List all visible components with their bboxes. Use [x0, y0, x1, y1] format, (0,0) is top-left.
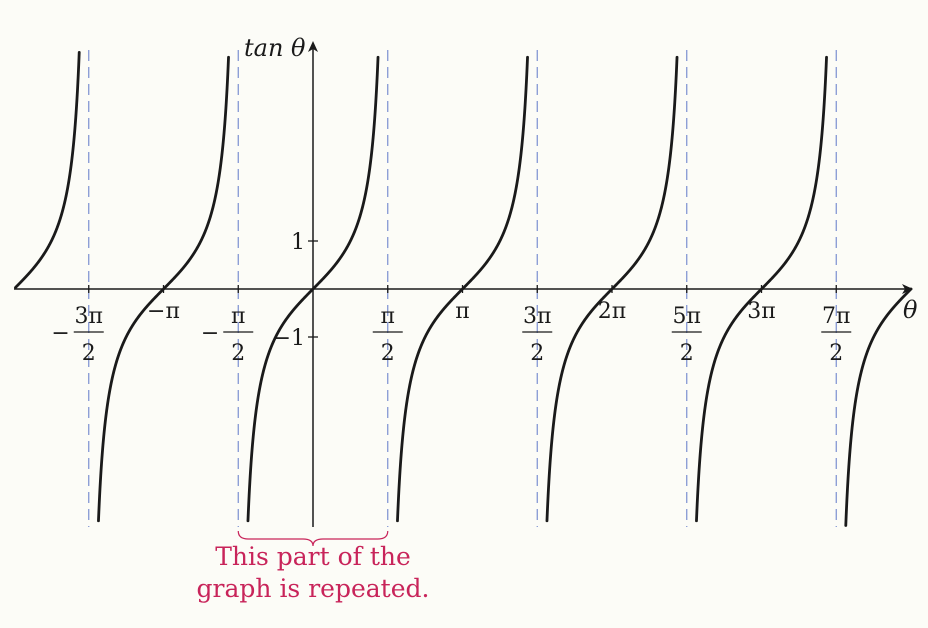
- x-tick-label-3: π2: [372, 304, 403, 366]
- x-tick-denominator: 2: [231, 341, 245, 366]
- x-tick-sign: −: [201, 321, 219, 346]
- x-tick-label-6: 2π: [598, 299, 626, 324]
- x-tick-denominator: 2: [530, 341, 544, 366]
- axis-labels: tan θ θ: [244, 34, 918, 324]
- x-tick-numerator: 5π: [673, 304, 701, 329]
- y-axis-label: tan θ: [244, 34, 306, 62]
- x-tick-label-4: π: [455, 299, 469, 324]
- x-tick-label-9: 7π2: [821, 304, 852, 366]
- repeat-annotation: This part of the graph is repeated.: [197, 530, 430, 603]
- x-tick-label-8: 3π: [747, 299, 775, 324]
- y-tick-label-1: −1: [273, 326, 305, 351]
- x-tick-label-1: −π: [147, 299, 180, 324]
- x-tick-label-0: 3π 2−: [51, 304, 104, 366]
- y-tick-label-0: 1: [291, 230, 305, 255]
- annotation-line-1: This part of the: [215, 542, 411, 571]
- annotation-line-2: graph is repeated.: [197, 574, 430, 603]
- x-tick-label-2: π 2−: [201, 304, 254, 366]
- tan-branch--2: [14, 50, 81, 289]
- x-tick-numerator: π: [231, 304, 245, 329]
- x-tick-denominator: 2: [381, 341, 395, 366]
- x-tick-denominator: 2: [680, 341, 694, 366]
- x-tick-label-5: 3π2: [522, 304, 553, 366]
- tan-branch-0: [246, 55, 380, 523]
- x-axis-label: θ: [903, 296, 918, 324]
- axes: [14, 41, 913, 527]
- x-tick-numerator: 3π: [523, 304, 551, 329]
- x-tick-label-7: 5π2: [671, 304, 702, 366]
- x-tick-numerator: π: [381, 304, 395, 329]
- tan-branch-4: [844, 287, 913, 527]
- y-axis-arrow: [308, 41, 318, 52]
- x-axis-arrow: [902, 284, 913, 294]
- x-tick-denominator: 2: [82, 341, 96, 366]
- x-tick-sign: −: [51, 321, 69, 346]
- x-tick-denominator: 2: [829, 341, 843, 366]
- repeat-brace: [237, 530, 389, 547]
- x-tick-numerator: 7π: [822, 304, 850, 329]
- x-tick-numerator: 3π: [75, 304, 103, 329]
